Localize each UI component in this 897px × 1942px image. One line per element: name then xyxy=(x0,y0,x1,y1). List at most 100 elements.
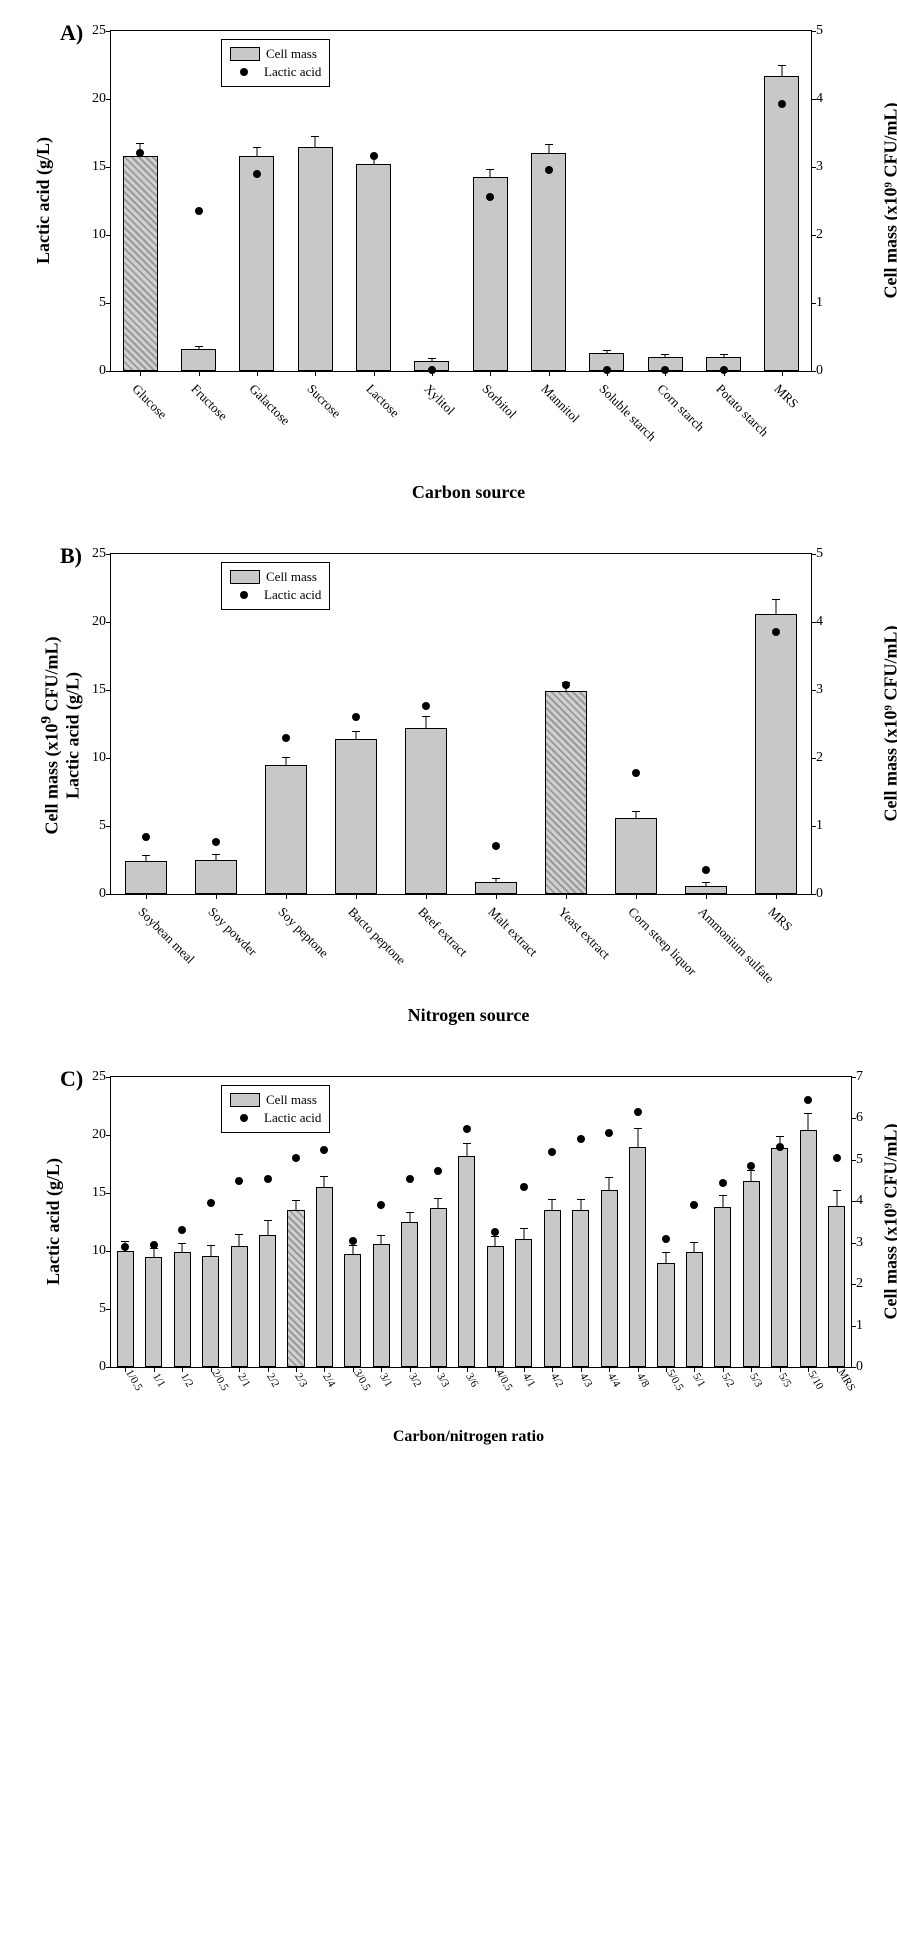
bar xyxy=(764,76,799,371)
panel-a-chart: 0510152025012345GlucoseFructoseGalactose… xyxy=(110,30,812,372)
lactic-acid-point xyxy=(150,1241,158,1249)
lactic-acid-point xyxy=(804,1096,812,1104)
ytick-right: 3 xyxy=(816,682,851,698)
x-category-label: Soluble starch xyxy=(596,381,660,445)
lactic-acid-point xyxy=(605,1129,613,1137)
x-category-label: Fructose xyxy=(187,381,230,424)
lactic-acid-point xyxy=(235,1177,243,1185)
x-category-label: 3/0.5 xyxy=(351,1368,373,1393)
lactic-acid-point xyxy=(486,193,494,201)
lactic-acid-point xyxy=(207,1199,215,1207)
lactic-acid-point xyxy=(778,100,786,108)
x-category-label: Potato starch xyxy=(712,381,771,440)
bar xyxy=(401,1222,418,1367)
ytick-left: 25 xyxy=(71,546,106,562)
x-category-label: Beef extract xyxy=(415,904,471,960)
ytick-left: 5 xyxy=(71,818,106,834)
bar xyxy=(714,1207,731,1367)
panel-a: A) Lactic acid (g/L) 0510152025012345Glu… xyxy=(20,20,897,503)
bar xyxy=(545,691,587,894)
ytick-left: 15 xyxy=(71,1185,106,1201)
lactic-acid-point xyxy=(422,702,430,710)
lactic-acid-point xyxy=(520,1183,528,1191)
x-category-label: Soy peptone xyxy=(275,904,332,961)
bar xyxy=(239,156,274,371)
legend-lactic-acid: Lactic acid xyxy=(230,1110,321,1126)
ytick-right: 0 xyxy=(816,886,851,902)
lactic-acid-point xyxy=(377,1201,385,1209)
x-category-label: Corn steep liquor xyxy=(625,904,700,979)
ytick-right: 5 xyxy=(816,23,851,39)
x-category-label: 1/1 xyxy=(150,1371,167,1389)
lactic-acid-point xyxy=(212,838,220,846)
x-category-label: Lactose xyxy=(362,381,402,421)
x-category-label: Corn starch xyxy=(654,381,708,435)
bar xyxy=(475,882,517,894)
bar xyxy=(473,177,508,371)
ytick-left: 25 xyxy=(71,1069,106,1085)
x-category-label: 3/1 xyxy=(377,1371,394,1389)
bar xyxy=(181,349,216,371)
ytick-right: 4 xyxy=(816,91,851,107)
ytick-left: 0 xyxy=(71,886,106,902)
x-category-label: 5/5 xyxy=(776,1371,793,1389)
x-category-label: MRS xyxy=(765,904,796,935)
lactic-acid-point xyxy=(548,1148,556,1156)
lactic-acid-point xyxy=(545,166,553,174)
ytick-left: 15 xyxy=(71,159,106,175)
x-category-label: 2/2 xyxy=(264,1371,281,1389)
x-category-label: Galactose xyxy=(246,381,294,429)
ytick-right: 1 xyxy=(816,818,851,834)
panel-b-xlabel: Nitrogen source xyxy=(20,1005,897,1026)
x-category-label: 3/6 xyxy=(463,1371,480,1389)
panel-a-xlabel: Carbon source xyxy=(20,482,897,503)
bar xyxy=(202,1256,219,1367)
legend: Cell massLactic acid xyxy=(221,39,330,87)
lactic-acid-point xyxy=(719,1179,727,1187)
x-category-label: MRS xyxy=(771,381,802,412)
bar xyxy=(174,1252,191,1367)
bar xyxy=(195,860,237,894)
legend-lactic-acid: Lactic acid xyxy=(230,64,321,80)
bar xyxy=(800,1130,817,1367)
bar xyxy=(231,1246,248,1367)
x-category-label: Mannitol xyxy=(537,381,582,426)
bar xyxy=(298,147,333,371)
ytick-right: 2 xyxy=(816,227,851,243)
bar xyxy=(686,1252,703,1367)
lactic-acid-point xyxy=(662,1235,670,1243)
bar xyxy=(287,1210,304,1367)
bar xyxy=(657,1263,674,1367)
legend-cell-mass: Cell mass xyxy=(230,1092,321,1108)
ytick-left: 15 xyxy=(71,682,106,698)
lactic-acid-point xyxy=(492,842,500,850)
panel-c-chart: 0510152025012345671/0.51/11/22/0.52/12/2… xyxy=(110,1076,852,1368)
legend-cell-mass: Cell mass xyxy=(230,569,321,585)
panel-b: B) Cell mass (x109 CFU/mL) Lactic acid (… xyxy=(20,543,897,1026)
x-category-label: Glucose xyxy=(129,381,170,422)
x-category-label: 5/3 xyxy=(747,1371,764,1389)
lactic-acid-point xyxy=(491,1228,499,1236)
x-category-label: 1/0.5 xyxy=(123,1368,145,1393)
bar xyxy=(544,1210,561,1367)
bar xyxy=(531,153,566,371)
bar xyxy=(629,1147,646,1367)
x-category-label: 4/2 xyxy=(548,1371,565,1389)
bar xyxy=(487,1246,504,1367)
bar xyxy=(316,1187,333,1367)
lactic-acid-point xyxy=(434,1167,442,1175)
legend: Cell mass Lactic acid xyxy=(221,1085,330,1133)
ytick-right: 1 xyxy=(816,295,851,311)
x-category-label: 2/4 xyxy=(321,1371,338,1389)
x-category-label: Sorbitol xyxy=(479,381,520,422)
ytick-right: 4 xyxy=(816,614,851,630)
x-category-label: 5/0.5 xyxy=(664,1368,686,1393)
x-category-label: 4/8 xyxy=(634,1371,651,1389)
x-category-label: Malt extract xyxy=(485,904,541,960)
x-category-label: 1/2 xyxy=(178,1371,195,1389)
bar xyxy=(335,739,377,894)
lactic-acid-point xyxy=(178,1226,186,1234)
lactic-acid-point xyxy=(195,207,203,215)
lactic-acid-point xyxy=(352,713,360,721)
ytick-right: 0 xyxy=(856,1359,891,1375)
